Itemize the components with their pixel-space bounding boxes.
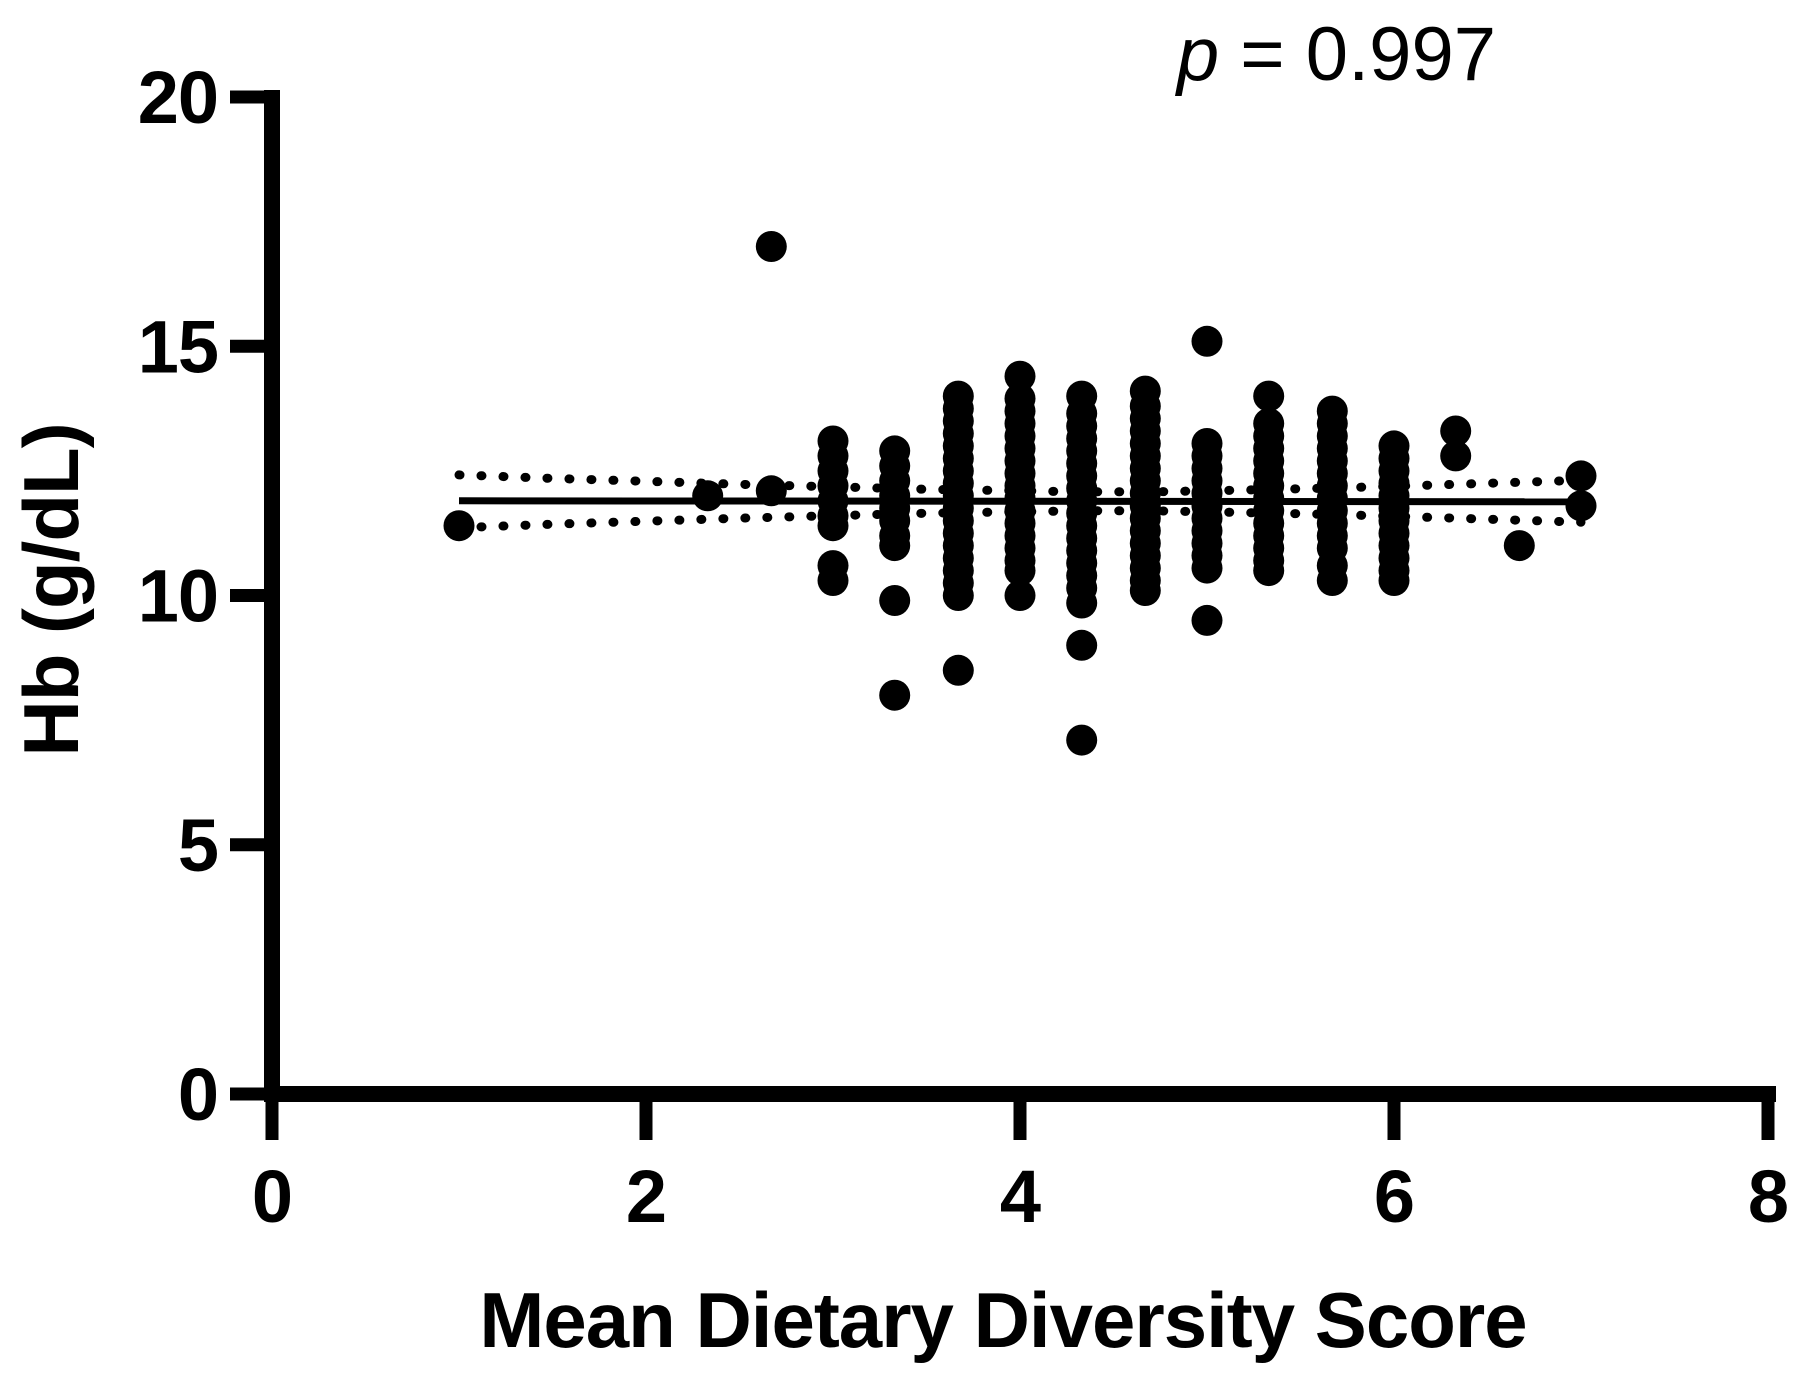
data-point bbox=[942, 580, 974, 611]
data-point bbox=[1253, 555, 1285, 587]
data-point bbox=[1191, 552, 1223, 584]
x-axis-title: Mean Dietary Diversity Score bbox=[479, 1276, 1526, 1364]
data-point bbox=[1066, 587, 1098, 619]
chart-generated-layer: 0 2 4 6 8 0 5 10 15 20 bbox=[138, 56, 1789, 1238]
confidence-band-lower bbox=[454, 506, 1586, 533]
data-point bbox=[443, 510, 475, 542]
data-point bbox=[1378, 565, 1410, 596]
p-value-annotation: p = 0.997 bbox=[1175, 12, 1496, 97]
data-point bbox=[1004, 360, 1036, 392]
data-point bbox=[879, 530, 911, 562]
x-tick-label: 4 bbox=[1000, 1155, 1041, 1238]
x-tick-label: 0 bbox=[252, 1155, 292, 1238]
y-tick-label: 15 bbox=[138, 305, 218, 388]
data-point bbox=[1503, 530, 1535, 562]
x-tick-label: 2 bbox=[626, 1155, 666, 1238]
data-point bbox=[1191, 604, 1223, 636]
data-point bbox=[817, 510, 849, 542]
x-tick-label: 6 bbox=[1374, 1155, 1414, 1238]
y-tick-label: 0 bbox=[178, 1053, 218, 1136]
data-point bbox=[1004, 580, 1036, 611]
data-point bbox=[942, 654, 974, 686]
data-point bbox=[879, 585, 911, 616]
y-tick-label: 20 bbox=[138, 56, 218, 139]
data-point bbox=[692, 480, 724, 512]
p-value-text: = 0.997 bbox=[1219, 12, 1496, 97]
data-point bbox=[1440, 415, 1472, 447]
data-point bbox=[755, 475, 787, 507]
data-point bbox=[1191, 325, 1223, 357]
data-point bbox=[1066, 724, 1098, 756]
data-point bbox=[1440, 440, 1472, 472]
data-point bbox=[1066, 629, 1098, 661]
data-point bbox=[1565, 490, 1597, 522]
x-tick-label: 8 bbox=[1748, 1155, 1788, 1238]
data-point bbox=[879, 679, 911, 711]
y-tick-label: 10 bbox=[138, 555, 218, 638]
data-point bbox=[1316, 565, 1348, 596]
p-value-symbol: p bbox=[1175, 12, 1219, 97]
data-point bbox=[1565, 460, 1597, 492]
confidence-band-upper bbox=[454, 470, 1586, 497]
data-point bbox=[817, 565, 849, 596]
data-point bbox=[1129, 575, 1161, 606]
data-point bbox=[755, 231, 787, 262]
y-axis-title: Hb (g/dL) bbox=[7, 423, 95, 756]
data-point bbox=[1004, 555, 1036, 587]
data-point bbox=[1253, 380, 1285, 412]
y-tick-label: 5 bbox=[178, 804, 218, 887]
